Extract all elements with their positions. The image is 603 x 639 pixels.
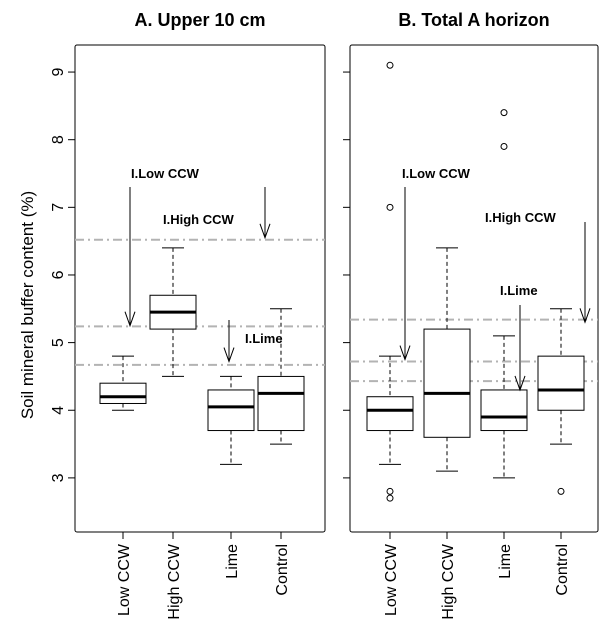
- y-tick-label: 9: [50, 68, 67, 77]
- arrow-head: [579, 308, 591, 324]
- annotation: I.Lime: [500, 283, 538, 392]
- panel-title: B. Total A horizon: [398, 10, 549, 30]
- box-control: [537, 308, 585, 495]
- y-tick-label: 7: [50, 203, 67, 212]
- plot-frame: [74, 44, 326, 533]
- category-label: Low CCW: [383, 543, 400, 616]
- iqr-box: [366, 396, 414, 432]
- category-label: Lime: [224, 544, 241, 579]
- category-label: Control: [274, 544, 291, 596]
- plot-frame: [349, 44, 599, 533]
- outlier-point: [386, 494, 394, 502]
- box-low-ccw: [366, 61, 414, 502]
- arrow-head: [514, 375, 526, 392]
- iqr-box: [257, 375, 305, 432]
- y-tick-label: 8: [50, 135, 67, 144]
- box-lime: [207, 375, 255, 465]
- outlier-point: [386, 487, 394, 495]
- annotation: I.High CCW: [485, 210, 591, 324]
- arrow-head: [223, 347, 235, 364]
- panel-a: A. Upper 10 cm Low CCW High CCW Lime Control…: [74, 10, 326, 620]
- y-tick-label: 3: [50, 473, 67, 482]
- y-axis: 3 4 5 6 7 8 9: [50, 68, 75, 482]
- outlier-point: [500, 109, 508, 117]
- panel-title: A. Upper 10 cm: [134, 10, 265, 30]
- category-label: High CCW: [440, 543, 457, 619]
- arrow-head: [124, 311, 136, 328]
- y-tick-label: 4: [50, 406, 67, 415]
- iqr-box: [537, 355, 585, 411]
- y-tick-label: 5: [50, 338, 67, 347]
- category-label: Low CCW: [116, 543, 133, 616]
- box-high-ccw: [149, 247, 197, 377]
- iqr-box: [423, 328, 471, 438]
- outlier-point: [386, 61, 394, 69]
- box-control: [257, 308, 305, 445]
- annotation: I.Low CCW: [124, 166, 200, 328]
- annotation: I.Low CCW: [399, 166, 471, 362]
- category-label: Lime: [497, 544, 514, 579]
- outlier-point: [557, 487, 565, 495]
- outlier-point: [386, 203, 394, 211]
- annotation-label: I.Lime: [245, 331, 283, 346]
- y-axis-title: Soil mineral buffer content (%): [18, 191, 37, 419]
- box-low-ccw: [99, 355, 147, 411]
- arrow-head: [399, 345, 411, 362]
- arrow-head: [259, 223, 271, 240]
- annotation: I.High CCW: [163, 187, 271, 240]
- annotation-label: I.Lime: [500, 283, 538, 298]
- plot-root: 3 4 5 6 7 8 9 A. Upper 10 cm Low CCW High CCW Lime…: [50, 10, 599, 620]
- annotation: I.Lime: [223, 320, 283, 364]
- annotation-label: I.High CCW: [163, 212, 234, 227]
- category-label: Control: [554, 544, 571, 596]
- iqr-box: [480, 389, 528, 432]
- category-label: High CCW: [166, 543, 183, 619]
- iqr-box: [207, 389, 255, 432]
- outlier-point: [500, 142, 508, 150]
- annotation-label: I.High CCW: [485, 210, 556, 225]
- y-tick-label: 6: [50, 270, 67, 279]
- annotation-label: I.Low CCW: [402, 166, 471, 181]
- iqr-box: [99, 382, 147, 404]
- annotation-label: I.Low CCW: [131, 166, 200, 181]
- box-high-ccw: [423, 247, 471, 472]
- panel-b: B. Total A horizon Low CCW High CCW Lime Con…: [343, 10, 599, 620]
- box-lime: [480, 109, 528, 479]
